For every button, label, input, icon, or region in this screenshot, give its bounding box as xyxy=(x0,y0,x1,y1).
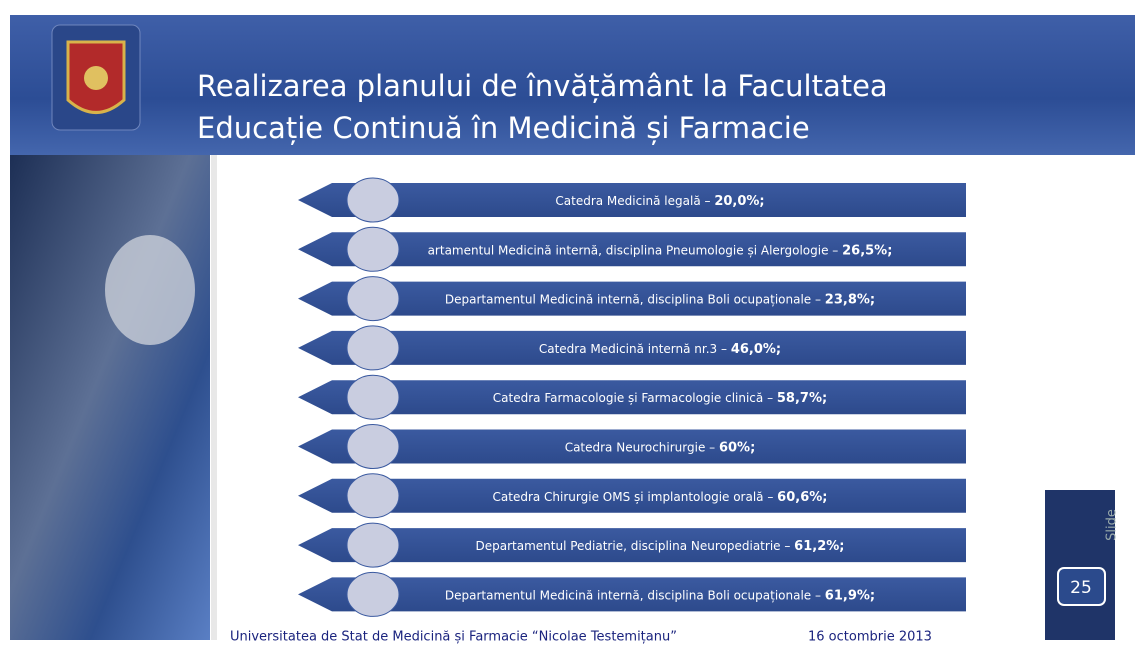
row-label: Catedra Medicină internă nr.3 – xyxy=(539,341,731,355)
row-circle xyxy=(347,425,399,469)
row-value: 61,2%; xyxy=(794,539,844,554)
row-text: Catedra Medicină legală – 20,0%; xyxy=(555,194,764,209)
row-text: artamentul Medicină internă, disciplina … xyxy=(428,243,893,258)
row-text: Catedra Neurochirurgie – 60%; xyxy=(565,440,756,455)
row-value: 60%; xyxy=(719,440,755,455)
row-text: Catedra Medicină internă nr.3 – 46,0%; xyxy=(539,341,781,356)
row-value: 61,9%; xyxy=(825,588,875,603)
row-value: 26,5%; xyxy=(842,243,892,258)
row-circle xyxy=(347,375,399,419)
row-value: 46,0%; xyxy=(731,341,781,356)
row-text: Departamentul Medicină internă, discipli… xyxy=(445,588,875,603)
row-circle xyxy=(347,277,399,321)
row-value: 23,8%; xyxy=(825,292,875,307)
row-value: 60,6%; xyxy=(777,489,827,504)
row-label: Catedra Medicină legală – xyxy=(555,194,714,208)
row-label: Departamentul Medicină internă, discipli… xyxy=(445,588,825,602)
row-text: Departamentul Pediatrie, disciplina Neur… xyxy=(476,539,845,554)
row-text: Catedra Farmacologie și Farmacologie cli… xyxy=(493,391,827,406)
row-label: Catedra Chirurgie OMS și implantologie o… xyxy=(493,489,778,503)
row-circle xyxy=(347,474,399,518)
slide-number: 25 xyxy=(1070,578,1092,598)
title-line: Realizarea planului de învățământ la Fac… xyxy=(197,69,888,103)
row-value: 20,0%; xyxy=(714,194,764,209)
slide-label: Slide xyxy=(1105,509,1120,541)
row-circle xyxy=(347,326,399,370)
title-line: Educație Continuă în Medicină și Farmaci… xyxy=(197,111,810,145)
side-stripe xyxy=(211,155,217,640)
side-photo-figure xyxy=(105,235,195,345)
row-label: Departamentul Medicină internă, discipli… xyxy=(445,292,825,306)
slide: Realizarea planului de învățământ la Fac… xyxy=(0,0,1135,646)
row-text: Catedra Chirurgie OMS și implantologie o… xyxy=(493,489,828,504)
row-circle xyxy=(347,572,399,616)
row-label: artamentul Medicină internă, disciplina … xyxy=(428,243,843,257)
footer-institution: Universitatea de Stat de Medicină și Far… xyxy=(230,630,677,645)
logo-emblem xyxy=(84,66,108,90)
row-text: Departamentul Medicină internă, discipli… xyxy=(445,292,875,307)
footer-date: 16 octombrie 2013 xyxy=(808,630,932,645)
row-circle xyxy=(347,178,399,222)
row-value: 58,7%; xyxy=(777,391,827,406)
side-photo xyxy=(10,155,210,640)
row-circle xyxy=(347,523,399,567)
row-label: Catedra Farmacologie și Farmacologie cli… xyxy=(493,391,777,405)
row-label: Catedra Neurochirurgie – xyxy=(565,440,719,454)
row-label: Departamentul Pediatrie, disciplina Neur… xyxy=(476,539,795,553)
row-circle xyxy=(347,227,399,271)
